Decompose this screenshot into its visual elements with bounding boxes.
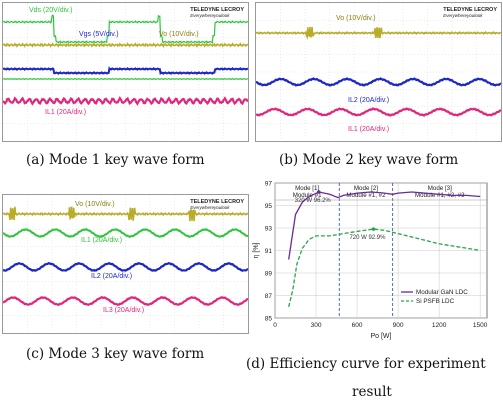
trace-il1 [256,107,501,117]
scope-panel-a: TELEDYNE LECROY Everywhereyoulook Vds (20… [2,2,249,142]
x-tick-label: 900 [393,322,404,329]
teledyne-logo: TELEDYNE LECROY Everywhereyoulook [190,199,244,210]
waveform-plot-c [3,195,248,333]
label-vgs: Vgs (5V/div.) [79,31,119,38]
annotation-label: 320 W 96.2% [295,198,332,204]
mode-label: Mode [3] [428,185,452,192]
teledyne-logo: TELEDYNE LECROY Everywhereyoulook [190,7,244,18]
series-line-gan [288,191,481,260]
mode-sublabel: Module #1, #2, #3 [415,192,465,199]
trace-il1 [3,228,248,239]
efficiency-chart: 0 300 600 900 1200 1500 85 87 89 91 93 95 97 Po [W] η … [253,180,488,340]
x-tick-label: 1200 [432,322,447,329]
y-tick-label: 95 [265,203,273,210]
x-tick-label: 600 [352,322,363,329]
y-tick-label: 85 [265,315,273,322]
trace-il1 [3,96,248,106]
annotation-marker [371,227,376,231]
label-il2: IL2 (20A/div.) [91,273,133,280]
label-il1: IL1 (20A/div.) [45,109,87,116]
x-tick-label: 300 [311,322,322,329]
annotation-label: 720 W 92.9% [349,235,386,241]
trace-vo [3,42,248,48]
x-axis-label: Po [W] [370,333,391,340]
mode-sublabel: Module #1, #2 [346,192,386,199]
label-il1: IL1 (20A/div.) [348,126,390,133]
trace-il2 [3,261,248,272]
y-tick-label: 87 [265,293,273,300]
scope-panel-b: TELEDYNE LECROY Everywhereyoulook Vo (10V… [255,2,502,142]
legend-label: Si PSFB LDC [416,298,455,305]
mode-label: Mode [2] [354,185,378,192]
caption-d-line2: result [352,384,392,400]
waveform-plot-a [3,3,248,141]
trace-vo [256,26,501,40]
trace-vds [3,14,248,44]
trace-vgs-low [3,77,248,81]
caption-c: (c) Mode 3 key wave form [26,346,205,362]
series-line-si [288,228,481,307]
trace-il3 [3,295,248,307]
scope-panel-c: TELEDYNE LECROY Everywhereyoulook Vo (10V… [2,194,249,334]
label-il1: IL1 (20A/div.) [81,237,123,244]
trace-il2 [256,77,501,87]
label-vds: Vds (20V/div.) [29,7,73,14]
annotation-marker [316,190,321,194]
label-vo: Vo (10V/div.) [75,201,115,208]
y-tick-label: 91 [265,248,273,255]
legend-label: Modular GaN LDC [416,289,468,296]
teledyne-logo: TELEDYNE LECROY Everywhereyoulook [443,7,497,18]
caption-d-line1: (d) Efficiency curve for experiment [246,356,486,372]
caption-b: (b) Mode 2 key wave form [279,152,459,168]
label-il2: IL2 (20A/div.) [348,97,390,104]
label-vo: Vo (10V/div.) [159,31,199,38]
label-il3: IL3 (20A/div.) [103,307,145,314]
y-axis-label: η [%] [253,242,260,258]
trace-vo [3,206,248,222]
y-tick-label: 89 [265,270,273,277]
waveform-plot-b [256,3,501,141]
y-tick-label: 97 [265,180,273,187]
y-tick-label: 93 [265,225,273,232]
label-vo: Vo (10V/div.) [336,15,376,22]
mode-label: Mode [1] [295,185,319,192]
mode-sublabel: Module #1 [293,192,322,199]
caption-a: (a) Mode 1 key wave form [26,152,205,168]
trace-vgs [3,66,248,76]
x-tick-label: 1500 [473,322,488,329]
x-tick-label: 0 [273,322,277,329]
